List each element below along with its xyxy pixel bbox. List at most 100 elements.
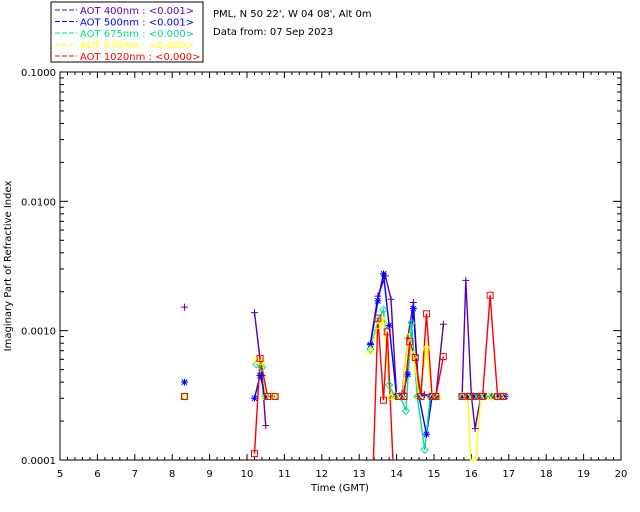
x-tick-label: 14 [390,469,403,480]
series-lines [253,273,506,461]
data-point [409,299,417,307]
data-point [252,354,261,363]
data-point [412,392,422,401]
series-markers [180,270,509,458]
data-point [257,363,267,372]
data-point [386,391,396,400]
data-point [474,392,484,401]
x-tick-label: 15 [428,469,441,480]
y-tick-label: 0.0010 [21,327,56,338]
data-point [181,378,189,386]
data-point [432,392,440,400]
data-point [404,370,412,378]
data-point [439,353,447,361]
data-point [409,305,417,313]
legend: AOT 400nm : <0.001>AOT 500nm : <0.001>AO… [50,1,204,63]
x-axis-label: Time (GMT) [310,483,369,494]
data-point [417,392,425,400]
data-point [373,320,383,329]
data-point [428,392,436,400]
x-tick-label: 20 [615,469,628,480]
data-point [366,344,375,354]
data-point [421,391,429,399]
data-point [406,338,414,346]
data-point [181,303,189,311]
data-point [250,394,258,402]
data-point [469,392,478,401]
data-point [479,392,487,400]
data-point [379,315,388,324]
data-point [270,392,280,401]
data-point [374,314,382,322]
data-point [256,372,264,380]
data-point [499,392,507,400]
x-tick-label: 18 [540,469,553,480]
data-point [384,380,394,390]
legend-entry: AOT 1020nm : <0.000> [80,52,200,63]
data-point [420,445,429,454]
x-tick-label: 17 [502,469,515,480]
x-tick-label: 16 [465,469,478,480]
x-tick-label: 7 [132,469,138,480]
data-point [423,310,431,318]
data-point [458,392,466,400]
y-axis-label: Imaginary Part of Refractive Index [3,181,14,352]
y-axis: 0.0001 0.0010 0.0100 0.1000 [21,68,621,467]
data-point [403,332,413,341]
data-point [398,392,406,400]
data-point [383,328,391,336]
x-tick-label: 11 [278,469,291,480]
data-point [180,392,189,401]
x-tick-label: 9 [206,469,212,480]
data-point [261,392,270,401]
data-point [373,316,383,325]
data-point [462,276,470,284]
data-point [464,392,472,400]
date-info: Data from: 07 Sep 2023 [213,27,333,38]
data-point [469,392,477,400]
y-tick-label: 0.0001 [21,456,56,467]
data-point [415,392,423,400]
legend-entry: AOT 870nm : <0.000> [80,41,194,52]
legend-entry: AOT 500nm : <0.001> [80,18,194,29]
x-tick-label: 19 [577,469,590,480]
data-point [181,392,189,400]
data-point [471,425,479,433]
x-tick-label: 13 [353,469,366,480]
data-point [407,318,416,328]
data-point [387,295,395,303]
x-tick-label: 12 [315,469,328,480]
y-tick-label: 0.1000 [21,68,56,79]
data-point [366,346,375,355]
data-point [366,341,374,349]
data-point [439,320,447,328]
data-point [501,392,509,400]
plot-area [59,71,622,461]
data-point [486,291,494,299]
series-line [462,395,502,461]
site-info: PML, N 50 22', W 04 08', Alt 0m [213,9,372,20]
data-point [250,309,258,317]
data-point [380,396,388,404]
legend-entry: AOT 400nm : <0.001> [80,6,194,17]
series-line [369,318,438,398]
data-point [480,392,488,400]
data-point [483,391,493,400]
data-point [458,392,466,400]
data-point [256,354,264,362]
data-point [262,392,270,400]
data-point [411,354,419,362]
legend-box [50,1,204,63]
data-point [385,321,393,329]
data-point [422,342,431,351]
legend-entry: AOT 675nm : <0.000> [80,29,194,40]
data-point [379,305,388,315]
x-tick-label: 5 [57,469,63,480]
data-point [271,392,279,400]
data-point [380,270,388,278]
series-line [372,318,394,461]
series-line [369,307,436,450]
x-axis: 5 6 7 8 9 10 11 12 13 14 15 16 17 18 19 20 [57,72,628,480]
data-point [457,392,467,401]
